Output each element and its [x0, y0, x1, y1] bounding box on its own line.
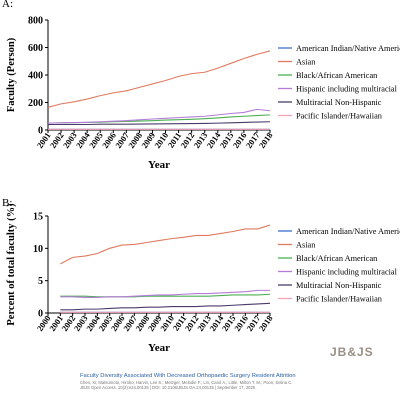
chart1-legend-label: Pacific Islander/Hawaiian	[296, 112, 383, 121]
chart2-legend-label: Hispanic including multiracial	[296, 268, 398, 277]
chart1-y-tick-label: 400	[28, 71, 43, 82]
chart1-series-line	[48, 121, 271, 126]
chart2-x-tick-label: 2018	[257, 313, 275, 333]
chart1-x-tick-label: 2018	[257, 130, 275, 150]
chart2-legend-label: Asian	[296, 241, 316, 250]
chart1-y-tick-label: 800	[28, 16, 43, 27]
chart1-legend-label: American Indian/Native American	[296, 44, 400, 53]
article-journal: JBJS Open Access. 10(3):e24.00135 | DOI:…	[80, 385, 256, 390]
chart2-legend-label: Pacific Islander/Hawaiian	[296, 295, 383, 304]
chart2-legend-label: Multiracial Non-Hispanic	[296, 281, 382, 290]
chart1-y-tick-label: 200	[28, 98, 43, 109]
chart2-y-tick-label: 0	[38, 309, 43, 320]
chart1-y-axis-label: Faculty (Person)	[6, 37, 17, 112]
chart2-y-tick-label: 5	[38, 276, 43, 287]
chart2-legend-label: American Indian/Native American	[296, 227, 400, 236]
article-authors: Chen, Xi; Matsumoto, Hiroko; Harvin, Lee…	[80, 380, 293, 385]
chart2-series-line	[60, 293, 271, 298]
chart2-series-line	[60, 289, 270, 299]
article-title[interactable]: Faculty Diversity Associated With Decrea…	[80, 373, 296, 379]
chart1-legend-label: Hispanic including multiracial	[296, 85, 398, 94]
chart2-y-tick-label: 15	[33, 212, 43, 223]
panel-a-label: A:	[2, 0, 13, 10]
journal-logo-text: JB&JS	[330, 345, 374, 359]
chart1-y-tick-label: 600	[28, 43, 43, 54]
chart2-legend-label: Black/African American	[296, 254, 378, 263]
chart1-legend-label: Asian	[296, 58, 316, 67]
chart1-series-line	[47, 50, 271, 108]
chart1-series-line	[47, 108, 271, 124]
chart1-legend-label: Black/African American	[296, 71, 378, 80]
chart2-series-line	[60, 224, 271, 265]
chart1-x-axis-label: Year	[148, 159, 170, 171]
chart2-series-line	[60, 302, 271, 311]
chart2-x-axis-label: Year	[148, 342, 170, 354]
chart2-y-axis-label: Percent of total faculty (%)	[6, 203, 17, 326]
chart1-legend-label: Multiracial Non-Hispanic	[296, 98, 382, 107]
panel-b-label: B:	[2, 197, 13, 209]
journal-logo: JB&JS	[330, 345, 374, 359]
chart2-y-tick-label: 10	[33, 244, 43, 255]
citation-block: Faculty Diversity Associated With Decrea…	[80, 373, 380, 390]
chart1-y-tick-label: 0	[38, 126, 43, 137]
